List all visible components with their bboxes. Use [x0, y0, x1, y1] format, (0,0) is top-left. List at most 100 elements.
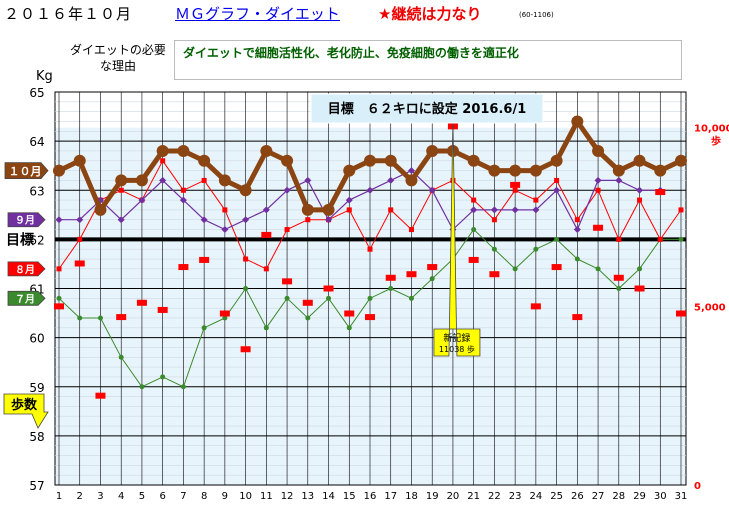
point-jul	[347, 325, 352, 330]
point-aug	[616, 237, 621, 242]
x-tick-label: 15	[343, 491, 356, 502]
point-jul	[616, 286, 621, 291]
series-tag-label: ７月	[15, 293, 35, 305]
y-tick-label: 60	[29, 332, 44, 346]
point-jul	[492, 247, 497, 252]
point-jul	[533, 247, 538, 252]
x-tick-label: 14	[322, 491, 335, 502]
point-oct	[675, 155, 687, 167]
steps-marker	[220, 311, 230, 317]
x-tick-label: 26	[571, 491, 584, 502]
steps-marker	[572, 314, 582, 320]
series-tag-sep: ９月	[8, 213, 45, 227]
point-aug	[202, 178, 207, 183]
steps-marker	[344, 311, 354, 317]
point-jul	[637, 266, 642, 271]
point-aug	[575, 217, 580, 222]
point-oct	[115, 174, 127, 186]
point-aug	[222, 207, 227, 212]
point-jul	[575, 257, 580, 262]
steps-tag: 歩数	[4, 394, 48, 428]
point-jul	[388, 286, 393, 291]
point-oct	[592, 145, 604, 157]
x-tick-label: 25	[550, 491, 563, 502]
steps-marker	[137, 300, 147, 306]
point-jul	[368, 296, 373, 301]
point-aug	[347, 207, 352, 212]
steps-marker	[303, 300, 313, 306]
point-oct	[177, 145, 189, 157]
point-jul	[305, 315, 310, 320]
y-tick-label: 65	[29, 86, 44, 100]
point-oct	[634, 155, 646, 167]
steps-marker	[324, 286, 334, 292]
point-oct	[240, 184, 252, 196]
x-tick-label: 11	[260, 491, 273, 502]
x-tick-label: 12	[281, 491, 294, 502]
series-tag-label: １０月	[9, 165, 42, 178]
x-tick-label: 21	[467, 491, 480, 502]
x-tick-label: 2	[77, 491, 83, 502]
steps-marker	[241, 346, 251, 352]
point-jul	[264, 325, 269, 330]
point-aug	[596, 188, 601, 193]
point-aug	[658, 237, 663, 242]
x-tick-label: 30	[654, 491, 667, 502]
steps-axis-tick: 10,000	[694, 124, 729, 135]
point-jul	[57, 296, 62, 301]
point-jul	[554, 237, 559, 242]
x-tick-label: 5	[139, 491, 145, 502]
steps-marker	[75, 260, 85, 266]
series-tag-label: ９月	[15, 215, 35, 227]
point-aug	[181, 188, 186, 193]
steps-marker	[54, 303, 64, 309]
steps-marker	[635, 286, 645, 292]
y-tick-label: 63	[29, 184, 44, 198]
x-tick-label: 28	[612, 491, 625, 502]
x-tick-label: 31	[675, 491, 688, 502]
x-tick-label: 23	[509, 491, 522, 502]
point-jul	[139, 384, 144, 389]
point-aug	[368, 247, 373, 252]
y-tick-label: 57	[29, 479, 44, 493]
point-oct	[198, 155, 210, 167]
point-jul	[596, 266, 601, 271]
point-jul	[202, 325, 207, 330]
point-jul	[430, 276, 435, 281]
series-tag-label: ８月	[15, 264, 35, 276]
steps-marker	[593, 225, 603, 231]
steps-marker	[427, 264, 437, 270]
series-tag-jul: ７月	[8, 291, 45, 305]
point-aug	[160, 158, 165, 163]
x-tick-label: 4	[118, 491, 124, 502]
steps-marker	[199, 257, 209, 263]
point-oct	[74, 155, 86, 167]
point-jul	[181, 384, 186, 389]
y-tick-label: 59	[29, 381, 44, 395]
steps-marker	[614, 275, 624, 281]
steps-marker	[531, 303, 541, 309]
point-aug	[77, 237, 82, 242]
point-oct	[302, 204, 314, 216]
point-oct	[426, 145, 438, 157]
point-jul	[471, 227, 476, 232]
steps-marker	[489, 271, 499, 277]
point-jul	[409, 296, 414, 301]
series-tag-aug: ８月	[8, 262, 45, 276]
steps-marker	[116, 314, 126, 320]
x-tick-label: 7	[180, 491, 186, 502]
x-tick-label: 8	[201, 491, 207, 502]
point-aug	[264, 266, 269, 271]
x-tick-label: 20	[447, 491, 460, 502]
point-aug	[57, 266, 62, 271]
steps-marker	[469, 257, 479, 263]
point-jul	[119, 355, 124, 360]
x-tick-label: 10	[239, 491, 252, 502]
point-oct	[405, 174, 417, 186]
steps-marker	[406, 271, 416, 277]
point-jul	[77, 315, 82, 320]
point-oct	[551, 155, 563, 167]
point-aug	[637, 198, 642, 203]
steps-marker	[676, 311, 686, 317]
point-oct	[488, 165, 500, 177]
